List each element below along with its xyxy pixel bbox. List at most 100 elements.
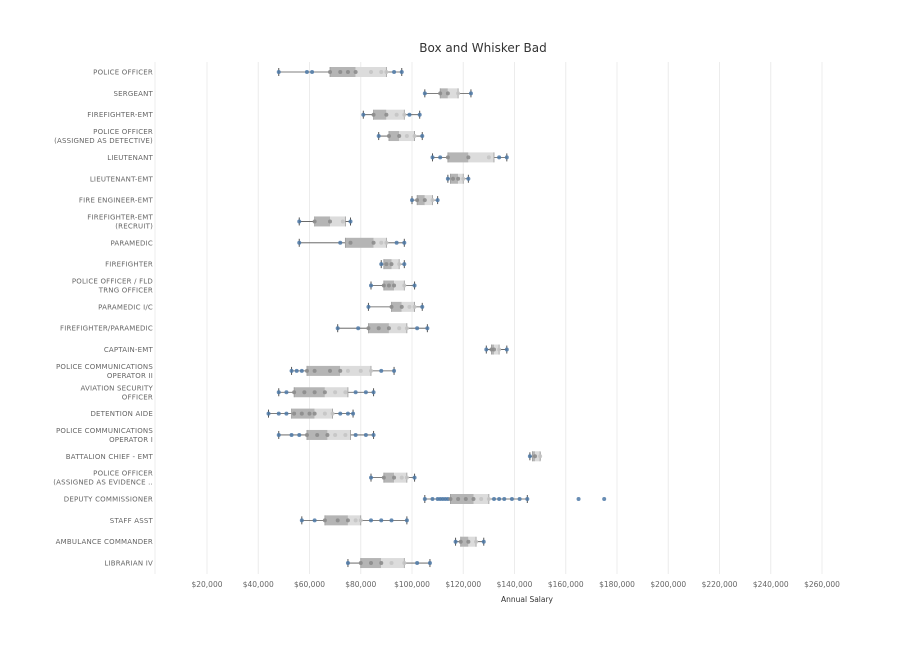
data-point bbox=[343, 432, 348, 437]
chart-title: Box and Whisker Bad bbox=[419, 41, 546, 55]
data-point bbox=[304, 70, 309, 74]
data-point bbox=[330, 411, 335, 416]
data-point bbox=[430, 198, 435, 203]
category-label: DETENTION AIDE bbox=[90, 410, 153, 418]
x-tick-label: $260,000 bbox=[804, 580, 840, 589]
data-point bbox=[417, 112, 422, 117]
data-point bbox=[343, 390, 348, 395]
data-point bbox=[381, 475, 386, 480]
data-point bbox=[386, 134, 391, 139]
data-point bbox=[463, 497, 468, 501]
data-point bbox=[379, 240, 384, 245]
box-lower bbox=[447, 152, 469, 163]
data-point bbox=[392, 368, 397, 373]
data-point bbox=[358, 561, 363, 566]
data-point bbox=[445, 91, 450, 96]
data-point bbox=[276, 70, 281, 74]
data-point bbox=[379, 70, 384, 74]
data-point bbox=[353, 432, 358, 437]
data-point bbox=[325, 432, 330, 437]
box-group bbox=[410, 195, 440, 206]
data-point bbox=[353, 70, 358, 74]
data-point bbox=[358, 368, 363, 373]
data-point bbox=[415, 561, 420, 566]
x-tick-label: $180,000 bbox=[599, 580, 635, 589]
data-point bbox=[471, 497, 476, 501]
box-lower bbox=[450, 494, 474, 504]
x-tick-label: $240,000 bbox=[753, 580, 789, 589]
data-point bbox=[420, 134, 425, 139]
data-point bbox=[292, 411, 297, 416]
category-label: LIBRARIAN IV bbox=[104, 560, 153, 568]
data-point bbox=[497, 347, 502, 352]
data-point bbox=[533, 454, 537, 459]
data-point bbox=[412, 304, 417, 309]
data-point bbox=[353, 390, 358, 395]
data-point bbox=[369, 518, 373, 523]
box-upper bbox=[327, 429, 351, 440]
box-upper bbox=[340, 365, 371, 376]
data-point bbox=[486, 155, 491, 160]
data-point bbox=[384, 112, 389, 117]
data-point bbox=[420, 304, 425, 309]
box-group bbox=[299, 515, 409, 526]
data-point bbox=[438, 91, 443, 96]
data-point bbox=[322, 390, 327, 395]
data-point bbox=[430, 497, 435, 501]
data-point bbox=[402, 283, 407, 288]
x-tick-label: $40,000 bbox=[243, 580, 274, 589]
data-point bbox=[333, 432, 338, 437]
box-lower bbox=[330, 67, 356, 77]
data-point bbox=[384, 240, 389, 245]
box-lower bbox=[314, 216, 330, 227]
data-point bbox=[315, 432, 320, 437]
category-label: LIEUTENANT-EMT bbox=[90, 175, 154, 183]
data-point bbox=[486, 497, 491, 501]
box-group bbox=[276, 387, 376, 398]
x-axis-ticks: $20,000 $40,000 $60,000 $80,000 $100,000 $120… bbox=[191, 580, 840, 589]
data-point bbox=[392, 283, 397, 288]
data-point bbox=[345, 561, 350, 566]
data-point bbox=[312, 390, 317, 395]
data-point bbox=[492, 497, 496, 501]
data-point bbox=[492, 347, 496, 352]
box-upper bbox=[494, 344, 500, 355]
data-point bbox=[284, 411, 289, 416]
data-point bbox=[481, 539, 486, 544]
data-point bbox=[297, 240, 302, 245]
data-point bbox=[458, 539, 463, 544]
data-point bbox=[425, 326, 430, 331]
data-point bbox=[369, 70, 373, 74]
data-point bbox=[404, 326, 409, 331]
data-point bbox=[345, 70, 350, 74]
data-point bbox=[338, 70, 343, 74]
box-group bbox=[345, 558, 432, 569]
box-group bbox=[361, 109, 422, 120]
box-group bbox=[453, 536, 486, 547]
category-label: POLICE OFFICER / FLD bbox=[72, 278, 153, 286]
data-point bbox=[304, 368, 309, 373]
data-point bbox=[379, 561, 384, 566]
data-point bbox=[435, 198, 440, 203]
x-tick-label: $20,000 bbox=[191, 580, 222, 589]
data-point bbox=[497, 497, 502, 501]
box-group bbox=[430, 152, 509, 163]
data-point bbox=[381, 283, 386, 288]
category-label: SERGEANT bbox=[114, 90, 154, 98]
data-point bbox=[371, 390, 376, 395]
box-upper bbox=[391, 259, 400, 270]
data-point bbox=[289, 368, 294, 373]
box-group bbox=[369, 472, 417, 483]
box-lower bbox=[440, 88, 448, 99]
data-point bbox=[527, 454, 532, 459]
data-point bbox=[389, 262, 394, 267]
data-point bbox=[448, 497, 453, 501]
data-point bbox=[402, 262, 407, 267]
data-point bbox=[389, 304, 394, 309]
data-point bbox=[299, 518, 304, 523]
data-point bbox=[351, 411, 356, 416]
data-point bbox=[389, 518, 394, 523]
grid-lines bbox=[154, 62, 823, 574]
data-point bbox=[384, 70, 389, 74]
